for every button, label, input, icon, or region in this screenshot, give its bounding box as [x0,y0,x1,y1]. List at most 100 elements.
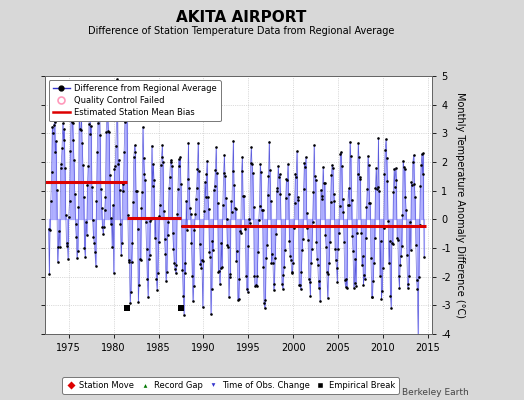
Point [201,194,210,200]
Point [47,169,56,176]
Point [288,268,296,275]
Point [211,183,219,189]
Point [263,242,271,248]
Point [397,252,405,259]
Point [123,115,132,121]
Point [197,265,205,271]
Point [269,287,278,293]
Point [139,124,147,130]
Point [235,275,244,282]
Point [361,276,369,282]
Point [378,288,386,294]
Point [62,212,70,218]
Point [169,230,177,236]
Point [122,95,130,101]
Point [356,176,365,182]
Point [337,149,345,155]
Point [173,210,181,217]
Point [300,160,309,166]
Point [266,167,274,173]
Point [271,255,279,262]
Point [346,138,354,145]
Point [355,154,363,160]
Point [171,270,180,276]
Point [174,156,183,163]
Legend: Difference from Regional Average, Quality Control Failed, Estimated Station Mean: Difference from Regional Average, Qualit… [49,80,221,121]
Point [213,200,222,206]
Point [134,299,143,305]
Point [203,158,211,164]
Point [57,165,65,171]
Point [325,239,334,246]
Point [412,277,421,283]
Point [220,170,228,176]
Point [245,216,253,222]
Point [93,149,101,155]
Point [136,257,145,263]
Point [129,199,137,205]
Point [283,161,292,167]
Point [323,294,332,301]
Point [80,194,88,200]
Point [403,284,412,291]
Point [386,238,394,244]
Point [332,257,340,264]
Point [335,230,343,236]
Point [374,184,382,190]
Point [72,234,81,241]
Point [127,289,135,296]
Point [229,138,237,144]
Point [84,162,92,169]
Point [351,256,359,262]
Point [290,200,299,206]
Point [242,272,250,279]
Point [334,245,342,252]
Point [412,241,420,248]
Point [50,122,58,128]
Point [113,109,121,115]
Point [295,282,303,288]
Point [125,257,134,264]
Point [249,204,258,211]
Point [389,189,398,196]
Point [246,160,255,166]
Point [112,143,120,150]
Point [320,180,329,186]
Point [369,278,377,284]
Point [402,206,410,213]
Point [208,237,216,244]
Point [170,260,179,266]
Point [363,186,372,193]
Point [137,204,146,211]
Point [251,283,259,290]
Point [233,248,241,255]
Point [341,284,350,290]
Point [108,202,117,208]
Point [308,246,316,252]
Point [267,259,276,266]
Point [383,178,391,184]
Point [56,244,64,250]
Point [97,186,105,192]
Point [243,289,252,295]
Point [100,224,108,231]
Point [366,200,375,207]
Point [215,268,223,274]
Point [349,248,357,254]
Point [253,273,261,280]
Point [71,191,79,197]
Point [332,264,341,271]
Point [66,148,74,154]
Point [165,184,173,191]
Point [201,179,209,185]
Point [255,217,263,224]
Point [199,304,207,310]
Point [381,136,390,142]
Legend: Station Move, Record Gap, Time of Obs. Change, Empirical Break: Station Move, Record Gap, Time of Obs. C… [62,377,399,394]
Point [330,198,339,204]
Point [260,305,269,312]
Point [365,162,373,168]
Text: AKITA AIRPORT: AKITA AIRPORT [176,10,306,25]
Point [400,164,408,170]
Point [87,123,95,130]
